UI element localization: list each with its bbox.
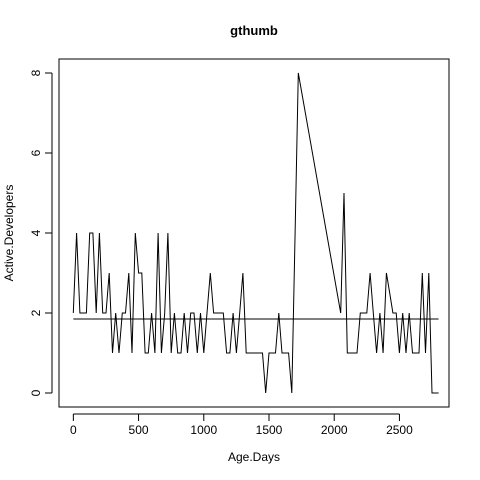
y-tick-label: 2 bbox=[29, 309, 43, 316]
plot-frame bbox=[58, 58, 450, 408]
y-axis-label: Active.Developers bbox=[2, 185, 16, 282]
series-line bbox=[72, 72, 439, 394]
chart-title: gthumb bbox=[230, 23, 278, 38]
x-tick-label: 2500 bbox=[386, 423, 413, 437]
y-axis: 0 2 4 6 8 bbox=[29, 69, 53, 396]
x-axis-label: Age.Days bbox=[228, 450, 280, 464]
y-tick-label: 8 bbox=[29, 69, 43, 76]
x-tick-label: 1500 bbox=[256, 423, 283, 437]
x-tick-label: 500 bbox=[129, 423, 149, 437]
y-tick-label: 0 bbox=[29, 389, 43, 396]
x-axis: 0 500 1000 1500 2000 2500 bbox=[70, 413, 413, 437]
x-tick-label: 0 bbox=[70, 423, 77, 437]
x-tick-label: 2000 bbox=[321, 423, 348, 437]
y-tick-label: 4 bbox=[29, 229, 43, 236]
series-group bbox=[72, 72, 439, 394]
x-tick-label: 1000 bbox=[190, 423, 217, 437]
y-tick-label: 6 bbox=[29, 149, 43, 156]
